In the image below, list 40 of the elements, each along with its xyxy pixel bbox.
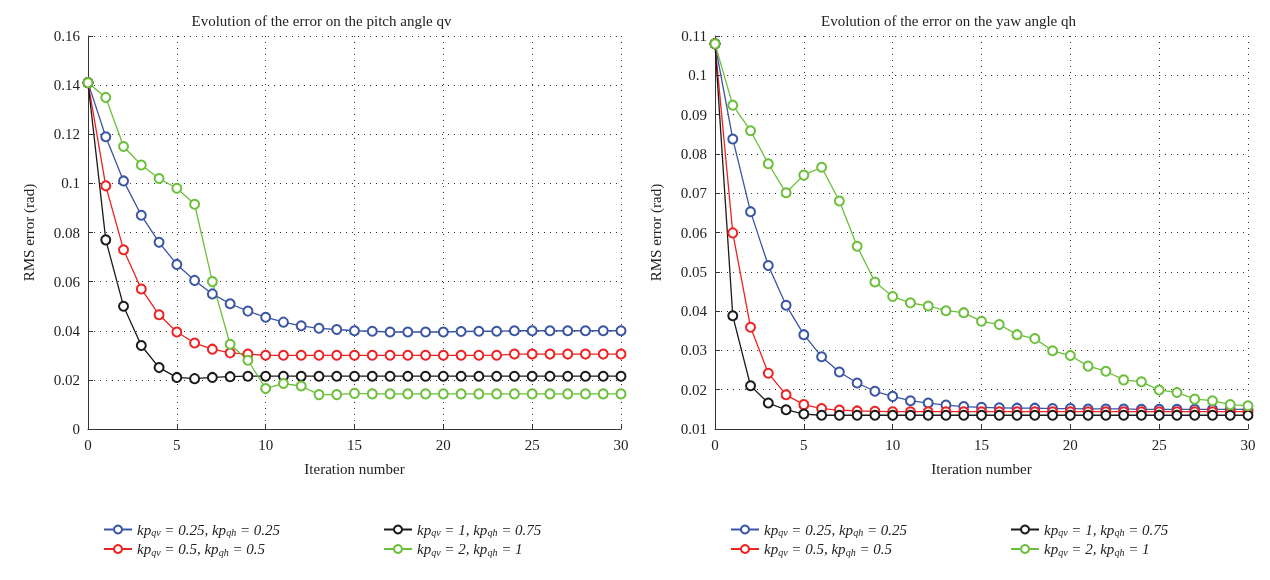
y-tick-label: 0.02 [53, 371, 80, 388]
y-tick-label: 0.08 [680, 145, 707, 162]
x-axis-title: Iteration number [304, 460, 405, 477]
y-tick-label: 0.04 [680, 303, 708, 320]
y-tick-label: 0.11 [681, 28, 707, 44]
y-tick-label: 0.01 [680, 421, 707, 437]
x-tick-label: 10 [885, 436, 901, 453]
y-tick-label: 0.14 [53, 77, 81, 94]
y-tick-label: 0.1 [688, 67, 707, 84]
x-tick-label: 20 [435, 436, 451, 453]
y-tick-label: 0.04 [53, 322, 81, 339]
chart-title: Evolution of the error on the pitch angle qv [191, 12, 452, 29]
x-tick-label: 25 [1151, 436, 1167, 453]
x-tick-label: 30 [1240, 436, 1256, 453]
x-tick-label: 5 [173, 436, 181, 453]
x-tick-label: 20 [1062, 436, 1078, 453]
y-tick-label: 0.02 [680, 381, 707, 398]
chart-title: Evolution of the error on the yaw angle qh [821, 12, 1077, 29]
y-axis-title: RMS error (rad) [20, 183, 38, 282]
x-tick-label: 15 [974, 436, 989, 453]
x-tick-label: 25 [524, 436, 540, 453]
y-tick-label: 0.03 [680, 342, 707, 359]
y-tick-label: 0 [72, 421, 80, 437]
y-tick-label: 0.05 [680, 263, 707, 280]
y-tick-label: 0.09 [680, 106, 707, 123]
x-axis-title: Iteration number [931, 460, 1032, 477]
y-tick-label: 0.08 [53, 224, 80, 241]
x-tick-label: 30 [613, 436, 629, 453]
y-tick-label: 0.16 [53, 28, 81, 44]
y-tick-label: 0.1 [61, 175, 80, 192]
x-tick-label: 0 [711, 436, 719, 453]
y-tick-label: 0.07 [680, 185, 708, 202]
x-tick-label: 10 [258, 436, 274, 453]
y-tick-label: 0.12 [53, 126, 80, 143]
y-tick-label: 0.06 [53, 273, 81, 290]
y-tick-label: 0.06 [680, 224, 708, 241]
y-axis-title: RMS error (rad) [647, 183, 665, 282]
x-tick-label: 5 [800, 436, 808, 453]
x-tick-label: 0 [84, 436, 92, 453]
x-tick-label: 15 [347, 436, 362, 453]
